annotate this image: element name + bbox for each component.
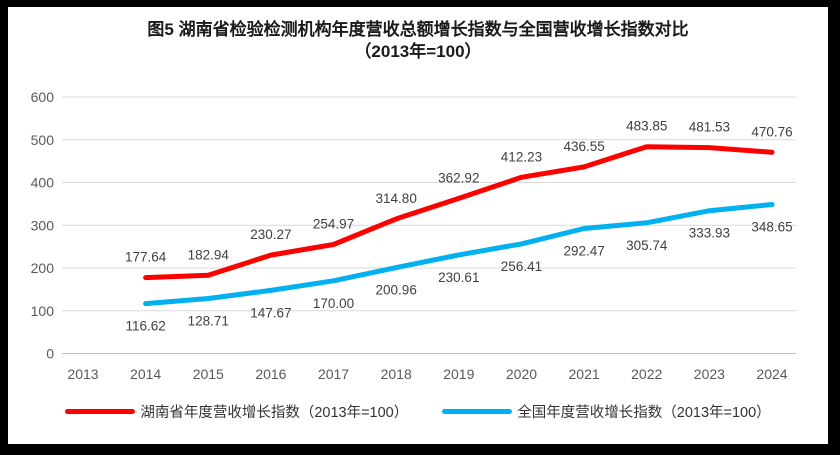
- x-axis-tick-label: 2020: [506, 366, 537, 382]
- chart-canvas: 图5 湖南省检验检测机构年度营收总额增长指数与全国营收增长指数对比 （2013年…: [8, 7, 828, 444]
- data-label-hunan: 177.64: [125, 250, 167, 265]
- data-label-national: 147.67: [250, 305, 291, 320]
- x-axis-tick-label: 2022: [631, 366, 662, 382]
- line-chart-plot-area: 0 100 200 300 400 500 600 2013 2014 2015 2016 2017 2…: [31, 89, 796, 382]
- legend-item-national: 全国年度营收增长指数（2013年=100）: [442, 401, 771, 422]
- legend-line-swatch-hunan: [65, 409, 136, 414]
- data-label-national: 116.62: [125, 319, 165, 334]
- data-label-national: 170.00: [313, 296, 354, 311]
- x-axis-tick-label: 2023: [694, 366, 725, 382]
- data-label-national: 256.41: [501, 259, 542, 274]
- x-axis-tick-label: 2015: [193, 366, 224, 382]
- legend-line-swatch-national: [442, 409, 513, 414]
- x-axis-tick-label: 2024: [756, 366, 787, 382]
- data-label-hunan: 412.23: [501, 149, 542, 164]
- data-label-national: 348.65: [751, 219, 792, 234]
- y-axis-tick-label: 200: [31, 260, 55, 276]
- data-label-hunan: 470.76: [751, 124, 792, 139]
- data-label-hunan: 362.92: [438, 170, 479, 185]
- series-line-national: [143, 202, 775, 307]
- series-line-hunan: [143, 144, 775, 281]
- legend-label-national: 全国年度营收增长指数（2013年=100）: [517, 405, 771, 421]
- y-axis-tick-label: 100: [31, 303, 55, 319]
- data-label-national: 128.71: [188, 313, 229, 328]
- y-axis-tick-label: 300: [31, 217, 55, 233]
- y-axis-tick-label: 600: [31, 89, 55, 105]
- y-axis-tick-label: 400: [31, 175, 55, 191]
- chart-title-line1: 图5 湖南省检验检测机构年度营收总额增长指数与全国营收增长指数对比: [147, 20, 689, 39]
- x-axis-tick-label: 2017: [318, 366, 349, 382]
- chart-title-line2: （2013年=100）: [354, 42, 482, 61]
- data-label-hunan: 254.97: [313, 217, 354, 232]
- data-label-hunan: 314.80: [376, 191, 417, 206]
- x-axis-tick-label: 2016: [255, 366, 286, 382]
- data-label-hunan: 230.27: [250, 227, 291, 242]
- data-label-hunan: 481.53: [689, 120, 730, 135]
- data-label-national: 230.61: [438, 270, 479, 285]
- chart-title: 图5 湖南省检验检测机构年度营收总额增长指数与全国营收增长指数对比 （2013年…: [8, 19, 828, 63]
- data-label-national: 292.47: [563, 243, 604, 258]
- data-label-national: 333.93: [689, 226, 730, 241]
- chart-legend: 湖南省年度营收增长指数（2013年=100） 全国年度营收增长指数（2013年=1…: [8, 401, 828, 422]
- data-label-national: 305.74: [626, 238, 668, 253]
- x-axis-tick-label: 2014: [130, 366, 161, 382]
- data-label-hunan: 436.55: [563, 139, 604, 154]
- x-axis-tick-label: 2013: [67, 366, 98, 382]
- data-label-national: 200.96: [376, 283, 417, 298]
- legend-item-hunan: 湖南省年度营收增长指数（2013年=100）: [65, 401, 408, 422]
- x-axis-tick-label: 2018: [381, 366, 412, 382]
- data-label-hunan: 182.94: [188, 247, 230, 262]
- data-label-hunan: 483.85: [626, 119, 667, 134]
- legend-label-hunan: 湖南省年度营收增长指数（2013年=100）: [140, 405, 409, 421]
- x-axis-tick-label: 2021: [569, 366, 600, 382]
- x-axis-tick-label: 2019: [443, 366, 474, 382]
- y-axis-tick-label: 0: [46, 346, 54, 362]
- y-axis-tick-label: 500: [31, 132, 55, 148]
